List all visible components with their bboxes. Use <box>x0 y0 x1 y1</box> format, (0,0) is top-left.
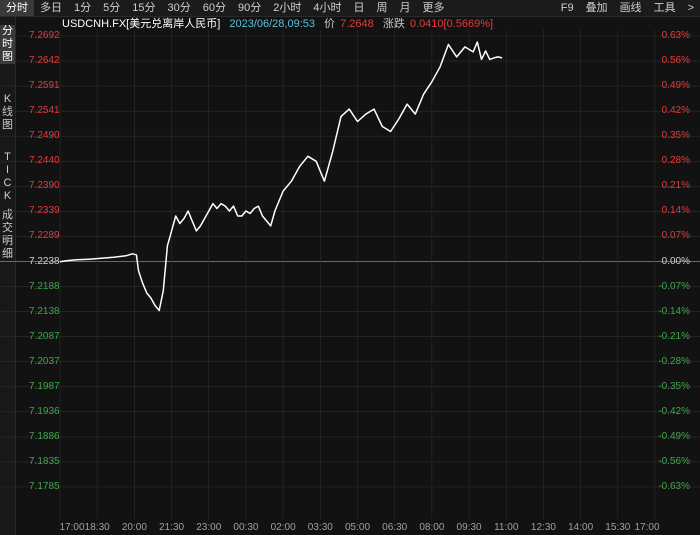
x-tick-label: 09:30 <box>456 522 482 533</box>
tool-button[interactable]: 画线 <box>619 2 642 14</box>
x-tick-label: 11:00 <box>494 522 519 533</box>
pct-tick-label: -0.49% <box>658 430 690 442</box>
quote-datetime: 2023/06/28,09:53 <box>229 18 315 30</box>
y-tick-label: 7.2591 <box>29 80 60 92</box>
x-tick-label: 06:30 <box>382 522 408 533</box>
period-tab[interactable]: 2小时 <box>273 2 302 14</box>
pct-tick-label: -0.56% <box>658 455 690 467</box>
y-tick-label: 7.2642 <box>29 55 60 67</box>
x-tick-label: 00:30 <box>233 522 259 533</box>
x-tick-label: 21:30 <box>159 522 185 533</box>
x-tick-label: 18:30 <box>84 522 110 533</box>
y-tick-label: 7.1785 <box>29 481 60 492</box>
pct-tick-label: 0.28% <box>661 155 690 167</box>
period-tab[interactable]: 月 <box>399 2 411 14</box>
pct-tick-label: -0.28% <box>658 355 690 367</box>
y-tick-label: 7.2390 <box>29 180 60 192</box>
pct-tick-label: 0.42% <box>661 105 690 117</box>
x-tick-label: 02:00 <box>270 522 296 533</box>
period-tabs: 分时 多日 1分 5分 15分 30分 60分 90分 2小时 4小时日周月更多 <box>0 0 451 16</box>
pct-tick-label: 0.63% <box>661 30 690 41</box>
y-tick-label: 7.2692 <box>29 30 60 41</box>
y-tick-label: 7.2339 <box>29 205 60 217</box>
period-tab[interactable]: 分时 <box>0 0 34 16</box>
y-tick-label: 7.2289 <box>29 230 60 242</box>
sidebar-chart-type[interactable]: 分时图 <box>0 25 15 64</box>
pct-tick-label: -0.14% <box>658 305 690 317</box>
period-tab[interactable]: 日 <box>353 2 365 14</box>
y-tick-label: 7.2087 <box>29 330 60 342</box>
period-tab[interactable]: 多日 <box>40 2 62 14</box>
pct-tick-label: -0.35% <box>658 380 690 392</box>
x-tick-label: 12:30 <box>530 522 556 533</box>
price-label: 价 <box>324 18 336 30</box>
y-tick-label: 7.2440 <box>29 155 60 167</box>
y-tick-label: 7.2238 <box>29 255 60 267</box>
y-tick-label: 7.1886 <box>29 430 60 442</box>
period-tab[interactable]: 5分 <box>103 2 121 14</box>
pct-tick-label: -0.21% <box>658 330 690 342</box>
tool-button[interactable]: 工具 <box>653 2 676 14</box>
x-tick-label: 15:30 <box>605 522 631 533</box>
pct-tick-label: 0.35% <box>661 130 690 142</box>
x-tick-label: 05:00 <box>344 522 371 533</box>
x-tick-label: 14:00 <box>568 522 594 533</box>
pct-tick-label: -0.42% <box>658 405 690 417</box>
change-value: 0.0410[0.5669%] <box>409 18 494 30</box>
x-tick-label: 23:00 <box>196 522 222 533</box>
x-tick-label: 17:00 <box>634 522 660 533</box>
sidebar-chart-type[interactable]: 成交明细 <box>2 209 13 260</box>
pct-tick-label: -0.63% <box>658 481 690 492</box>
period-tab[interactable]: 4小时 <box>313 2 342 14</box>
period-tab[interactable]: 30分 <box>167 2 191 14</box>
period-tab[interactable]: 90分 <box>238 2 262 14</box>
period-tab[interactable]: 60分 <box>202 2 226 14</box>
tool-button[interactable]: F9 <box>560 2 574 14</box>
y-tick-label: 7.1987 <box>29 380 60 392</box>
period-tab[interactable]: 15分 <box>132 2 156 14</box>
pct-tick-label: 0.21% <box>661 180 690 192</box>
y-tick-label: 7.2138 <box>29 305 60 317</box>
tool-button[interactable]: 叠加 <box>585 2 608 14</box>
pct-tick-label: 0.14% <box>661 205 690 217</box>
pct-tick-label: 0.56% <box>661 55 690 67</box>
period-tab[interactable]: 更多 <box>422 2 445 14</box>
quote-info-bar: USDCNH.FX[美元兑离岸人民币] 2023/06/28,09:53 价 7… <box>62 17 499 31</box>
pct-tick-label: 0.49% <box>661 80 690 92</box>
period-tab[interactable]: 周 <box>376 2 388 14</box>
period-tab[interactable]: 1分 <box>74 2 92 14</box>
pct-tick-label: 0.00% <box>661 255 690 267</box>
y-tick-label: 7.2188 <box>29 280 60 292</box>
period-toolbar: 分时 多日 1分 5分 15分 30分 60分 90分 2小时 4小时日周月更多 F9 叠加 画线 工具… <box>0 0 700 17</box>
x-tick-label: 08:00 <box>419 522 445 533</box>
x-tick-label: 17:00 <box>59 522 85 533</box>
change-label: 涨跌 <box>382 18 405 30</box>
x-tick-label: 03:30 <box>307 522 333 533</box>
tool-button[interactable]: > <box>687 2 694 14</box>
y-tick-label: 7.2037 <box>29 355 60 367</box>
y-tick-label: 7.1835 <box>29 455 60 467</box>
symbol-name: USDCNH.FX[美元兑离岸人民币] <box>62 18 221 30</box>
pct-tick-label: -0.07% <box>658 280 690 292</box>
x-tick-label: 20:00 <box>121 522 147 533</box>
tool-buttons: F9 叠加 画线 工具 > <box>555 0 700 16</box>
y-tick-label: 7.2541 <box>29 105 60 117</box>
y-tick-label: 7.2490 <box>29 130 60 142</box>
y-tick-label: 7.1936 <box>29 405 60 417</box>
price-value: 7.2648 <box>340 18 374 30</box>
pct-tick-label: 0.07% <box>661 230 690 242</box>
price-line <box>59 41 503 312</box>
